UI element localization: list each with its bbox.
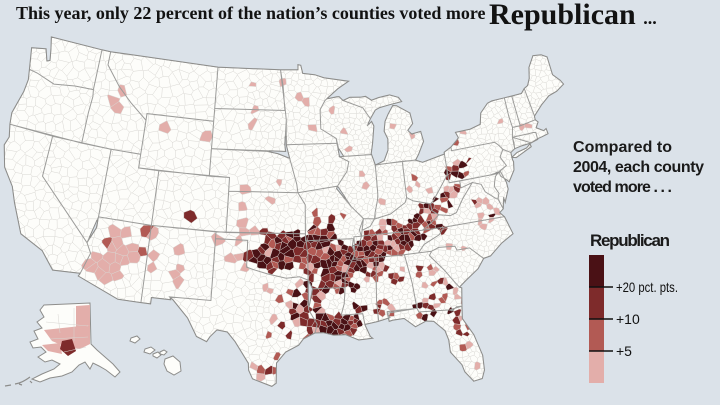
svg-text:+10: +10	[616, 311, 640, 327]
svg-text:voted more . . .: voted more . . .	[573, 179, 672, 196]
svg-text:+20 pct. pts.: +20 pct. pts.	[616, 279, 678, 295]
svg-text:Republican: Republican	[590, 231, 670, 250]
svg-text:2004, each county: 2004, each county	[573, 159, 704, 176]
svg-text:Compared to: Compared to	[573, 139, 672, 156]
svg-text:+5: +5	[616, 343, 632, 359]
